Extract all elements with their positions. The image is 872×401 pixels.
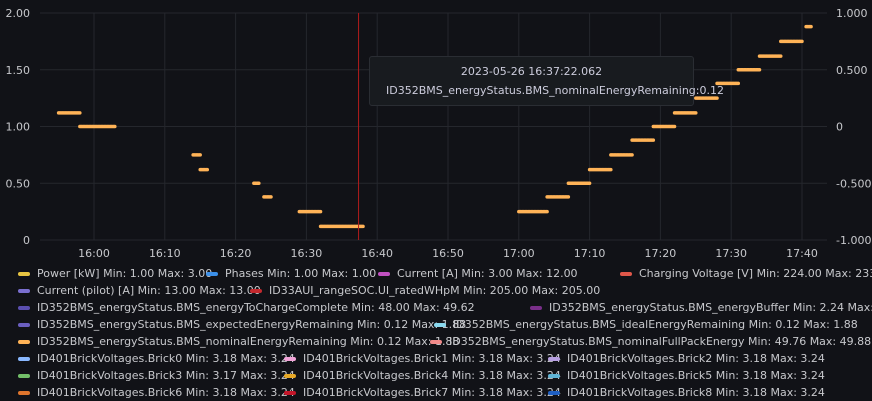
legend-label: ID352BMS_energyStatus.BMS_expectedEnergy… — [37, 318, 467, 331]
legend-label: ID401BrickVoltages.Brick0 Min: 3.18 Max:… — [37, 352, 295, 365]
tooltip-series-value: 0.12 — [699, 84, 725, 97]
legend-label: Power [kW] Min: 1.00 Max: 3.00 — [37, 267, 213, 280]
tooltip-series-name: ID352BMS_energyStatus.BMS_nominalEnergyR… — [386, 84, 700, 97]
legend-swatch — [434, 322, 446, 327]
legend-label: ID401BrickVoltages.Brick5 Min: 3.18 Max:… — [567, 369, 825, 382]
time-series-chart[interactable]: 2.001.501.000.500 1.0000.5000-0.500-1.00… — [0, 0, 872, 262]
legend-swatch — [18, 288, 30, 293]
legend-item[interactable]: ID401BrickVoltages.Brick2 Min: 3.18 Max:… — [548, 350, 825, 367]
legend-item[interactable]: ID352BMS_energyStatus.BMS_energyBuffer M… — [530, 299, 872, 316]
legend-label: Current [A] Min: 3.00 Max: 12.00 — [397, 267, 578, 280]
tooltip-row: ID352BMS_energyStatus.BMS_nominalEnergyR… — [381, 84, 724, 97]
legend-label: ID401BrickVoltages.Brick2 Min: 3.18 Max:… — [567, 352, 825, 365]
legend-swatch — [18, 305, 30, 310]
legend-item[interactable]: ID352BMS_energyStatus.BMS_idealEnergyRem… — [434, 316, 858, 333]
legend-swatch — [620, 271, 632, 276]
legend-item[interactable]: ID33AUI_rangeSOC.UI_ratedWHpM Min: 205.0… — [250, 282, 600, 299]
legend-item[interactable]: ID401BrickVoltages.Brick8 Min: 3.18 Max:… — [548, 384, 825, 401]
legend-item[interactable]: ID401BrickVoltages.Brick7 Min: 3.18 Max:… — [284, 384, 561, 401]
legend-item[interactable]: ID401BrickVoltages.Brick3 Min: 3.17 Max:… — [18, 367, 295, 384]
legend-swatch — [18, 390, 30, 395]
legend-item[interactable]: Phases Min: 1.00 Max: 1.00 — [206, 265, 376, 282]
tooltip-time: 2023-05-26 16:37:22.062 — [460, 65, 603, 78]
legend-item[interactable]: ID352BMS_energyStatus.BMS_nominalFullPac… — [430, 333, 871, 350]
x-tick-label: 16:10 — [149, 247, 181, 260]
x-tick-label: 17:00 — [503, 247, 535, 260]
legend-item[interactable]: ID352BMS_energyStatus.BMS_energyToCharge… — [18, 299, 475, 316]
x-tick-label: 16:30 — [291, 247, 323, 260]
series-nominal-energy-remaining — [56, 24, 814, 229]
legend-swatch — [250, 288, 262, 293]
legend-label: Charging Voltage [V] Min: 224.00 Max: 23… — [639, 267, 872, 280]
y-axis-left: 2.00 1.50 1.00 0.50 0 — [6, 7, 31, 247]
legend-label: ID352BMS_energyStatus.BMS_energyToCharge… — [37, 301, 475, 314]
legend-swatch — [284, 390, 296, 395]
y-right-tick-label: 0 — [836, 121, 843, 134]
y-left-tick-label: 1.50 — [6, 64, 31, 77]
chart-grid — [40, 12, 827, 241]
legend-swatch — [430, 339, 442, 344]
legend-item[interactable]: Current (pilot) [A] Min: 13.00 Max: 13.0… — [18, 282, 261, 299]
legend-item[interactable]: Charging Voltage [V] Min: 224.00 Max: 23… — [620, 265, 872, 282]
y-left-tick-label: 1.00 — [6, 121, 31, 134]
y-right-tick-label: 1.000 — [836, 7, 868, 20]
legend-label: ID352BMS_energyStatus.BMS_idealEnergyRem… — [453, 318, 858, 331]
legend-label: ID352BMS_energyStatus.BMS_nominalFullPac… — [449, 335, 872, 348]
legend-label: ID33AUI_rangeSOC.UI_ratedWHpM Min: 205.0… — [269, 284, 601, 297]
legend-swatch — [206, 271, 218, 276]
y-left-tick-label: 0 — [23, 234, 30, 247]
legend-label: ID352BMS_energyStatus.BMS_energyBuffer M… — [549, 301, 872, 314]
legend-swatch — [18, 339, 30, 344]
y-left-tick-label: 0.50 — [6, 177, 31, 190]
x-tick-label: 16:20 — [220, 247, 252, 260]
x-tick-label: 16:50 — [432, 247, 464, 260]
legend-swatch — [284, 356, 296, 361]
legend-swatch — [548, 390, 560, 395]
legend-label: ID352BMS_energyStatus.BMS_nominalEnergyR… — [37, 335, 460, 348]
legend-label: Current (pilot) [A] Min: 13.00 Max: 13.0… — [37, 284, 261, 297]
y-right-tick-label: -1.000 — [836, 234, 871, 247]
y-left-tick-label: 2.00 — [6, 7, 31, 20]
legend-swatch — [530, 305, 542, 310]
legend-swatch — [548, 356, 560, 361]
chart-legend: Power [kW] Min: 1.00 Max: 3.00 Phases Min… — [0, 262, 872, 401]
x-tick-label: 17:20 — [645, 247, 677, 260]
x-tick-label: 17:10 — [574, 247, 606, 260]
legend-swatch — [378, 271, 390, 276]
y-axis-right: 1.000 0.500 0 -0.500 -1.000 — [836, 7, 871, 247]
legend-item[interactable]: ID401BrickVoltages.Brick6 Min: 3.18 Max:… — [18, 384, 295, 401]
legend-label: ID401BrickVoltages.Brick7 Min: 3.18 Max:… — [303, 386, 561, 399]
legend-item[interactable]: ID401BrickVoltages.Brick4 Min: 3.18 Max:… — [284, 367, 561, 384]
legend-swatch — [18, 373, 30, 378]
x-tick-label: 16:40 — [361, 247, 393, 260]
legend-item[interactable]: Current [A] Min: 3.00 Max: 12.00 — [378, 265, 578, 282]
legend-swatch — [548, 373, 560, 378]
legend-item[interactable]: ID401BrickVoltages.Brick0 Min: 3.18 Max:… — [18, 350, 295, 367]
legend-label: ID401BrickVoltages.Brick4 Min: 3.18 Max:… — [303, 369, 561, 382]
legend-swatch — [18, 322, 30, 327]
legend-item[interactable]: ID401BrickVoltages.Brick1 Min: 3.18 Max:… — [284, 350, 561, 367]
legend-item[interactable]: Power [kW] Min: 1.00 Max: 3.00 — [18, 265, 212, 282]
legend-item[interactable]: ID401BrickVoltages.Brick5 Min: 3.18 Max:… — [548, 367, 825, 384]
legend-item[interactable]: ID352BMS_energyStatus.BMS_expectedEnergy… — [18, 316, 466, 333]
legend-label: ID401BrickVoltages.Brick1 Min: 3.18 Max:… — [303, 352, 561, 365]
legend-label: ID401BrickVoltages.Brick6 Min: 3.18 Max:… — [37, 386, 295, 399]
legend-swatch — [18, 356, 30, 361]
legend-swatch — [284, 373, 296, 378]
legend-item[interactable]: ID352BMS_energyStatus.BMS_nominalEnergyR… — [18, 333, 459, 350]
legend-label: ID401BrickVoltages.Brick8 Min: 3.18 Max:… — [567, 386, 825, 399]
y-right-tick-label: 0.500 — [836, 64, 868, 77]
x-tick-label: 16:00 — [78, 247, 110, 260]
legend-swatch — [18, 271, 30, 276]
x-tick-label: 17:40 — [786, 247, 818, 260]
legend-label: ID401BrickVoltages.Brick3 Min: 3.17 Max:… — [37, 369, 295, 382]
hover-tooltip: 2023-05-26 16:37:22.062 ID352BMS_energyS… — [369, 56, 724, 106]
y-right-tick-label: -0.500 — [836, 177, 871, 190]
x-tick-label: 17:30 — [715, 247, 747, 260]
legend-label: Phases Min: 1.00 Max: 1.00 — [225, 267, 377, 280]
x-axis: 16:00 16:10 16:20 16:30 16:40 16:50 17:00 17:10… — [78, 247, 818, 260]
